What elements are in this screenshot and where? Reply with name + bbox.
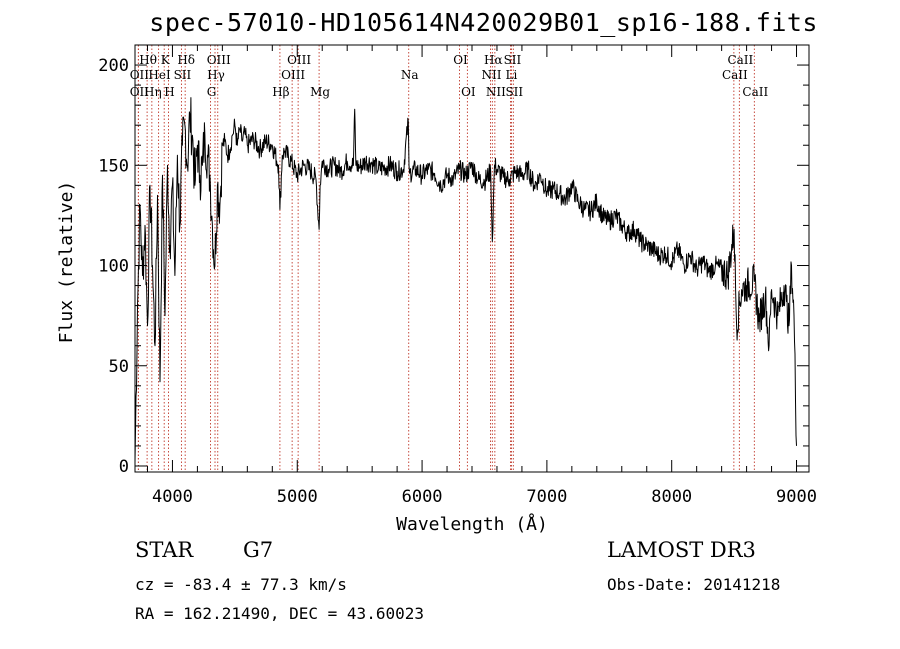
- x-tick-label: 7000: [526, 487, 567, 507]
- spectral-line-label: Na: [401, 68, 419, 82]
- x-tick-label: 9000: [776, 487, 817, 507]
- spectral-line-label: OII: [130, 85, 150, 99]
- axis-ticks: 4000 5000 6000 7000 8000 9000 0 50 100 150 200: [98, 45, 817, 507]
- spectral-line-label: SII: [174, 68, 192, 82]
- spectral-line-label: OIII: [287, 53, 311, 67]
- spectral-line-label: CaII: [722, 68, 748, 82]
- spectral-line-label: OI: [453, 53, 468, 67]
- plot-frame: [134, 44, 810, 473]
- object-class: STAR: [135, 538, 194, 562]
- spectral-line-label: Hη: [144, 85, 162, 99]
- survey: LAMOST DR3: [607, 538, 756, 562]
- spectral-line-label: H: [164, 85, 174, 99]
- spectral-line-label: Hδ: [177, 53, 195, 67]
- y-axis-label: Flux (relative): [56, 181, 77, 344]
- x-tick-label: 8000: [651, 487, 692, 507]
- x-axis-label: Wavelength (Å): [396, 513, 548, 535]
- spectral-line-label: OI: [461, 85, 476, 99]
- spectral-line-label: NII: [481, 68, 501, 82]
- spectral-line-label: Hγ: [207, 68, 225, 82]
- spectral-line-label: HeI: [148, 68, 171, 82]
- spectral-line-label: OIII: [207, 53, 231, 67]
- flux-series: [134, 97, 797, 463]
- spectral-line-label: NII: [486, 85, 506, 99]
- spectral-lines: [137, 45, 755, 472]
- y-tick-label: 150: [98, 156, 129, 176]
- spectral-line-label: CaII: [727, 53, 753, 67]
- flux-line: [134, 97, 797, 463]
- spectral-line-label: Mg: [310, 85, 330, 99]
- y-tick-label: 0: [119, 457, 129, 477]
- spectral-line-label: SII: [505, 85, 523, 99]
- x-tick-label: 6000: [402, 487, 443, 507]
- spectral-line-label: SII: [504, 53, 522, 67]
- y-tick-label: 100: [98, 257, 129, 277]
- spectral-line-label: K: [161, 53, 171, 67]
- spectral-line-label: OII: [130, 68, 150, 82]
- spectral-line-label: Li: [506, 68, 518, 82]
- chart-title: spec-57010-HD105614N420029B01_sp16-188.f…: [149, 8, 818, 37]
- y-tick-label: 50: [109, 357, 129, 377]
- obs-date: Obs-Date: 20141218: [607, 575, 781, 594]
- y-tick-label: 200: [98, 56, 129, 76]
- x-tick-label: 4000: [152, 487, 193, 507]
- coordinates: RA = 162.21490, DEC = 43.60023: [135, 604, 424, 623]
- spectral-line-label: Hβ: [272, 85, 289, 99]
- spectral-line-label: CaII: [742, 85, 768, 99]
- spectral-line-label: OIII: [281, 68, 305, 82]
- subclass: G7: [243, 538, 274, 562]
- line-labels: OIIOIIHθHηHeIKHSIIHδGHγOIIIHβOIIIOIIIMgN…: [130, 53, 769, 99]
- redshift: cz = -83.4 ± 77.3 km/s: [135, 575, 347, 594]
- spectral-line-label: G: [207, 85, 217, 99]
- x-tick-label: 5000: [277, 487, 318, 507]
- spectral-line-label: Hα: [484, 53, 503, 67]
- spectral-line-label: Hθ: [139, 53, 157, 67]
